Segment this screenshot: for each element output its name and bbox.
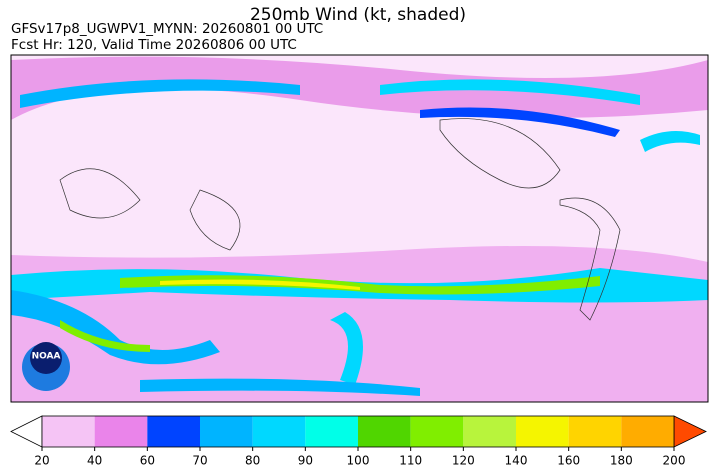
run-label: GFSv17p8_UGWPV1_MYNN: 20260801 00 UTC xyxy=(11,21,323,37)
logo-text: NOAA xyxy=(32,352,61,362)
colorbar-segment xyxy=(463,416,516,447)
colorbar-segment xyxy=(200,416,253,447)
colorbar-segment xyxy=(621,416,674,447)
colorbar-tick-label: 70 xyxy=(192,454,207,468)
colorbar-tick-label: 140 xyxy=(505,454,528,468)
colorbar-tick-label: 100 xyxy=(347,454,370,468)
colorbar-tick-label: 20 xyxy=(34,454,49,468)
colorbar-tick-label: 40 xyxy=(87,454,102,468)
colorbar-tick-label: 120 xyxy=(452,454,475,468)
colorbar-segment xyxy=(94,416,148,447)
colorbar-tick-label: 80 xyxy=(245,454,260,468)
colorbar-tick-label: 180 xyxy=(610,454,633,468)
colorbar-segment xyxy=(358,416,411,447)
colorbar-segment xyxy=(305,416,358,447)
colorbar-over xyxy=(673,415,707,448)
colorbar-segment xyxy=(516,416,569,447)
colorbar-segment xyxy=(410,416,464,447)
colorbar-tick-label: 60 xyxy=(140,454,155,468)
title: 250mb Wind (kt, shaded) xyxy=(250,5,466,25)
colorbar-under xyxy=(10,415,43,448)
valid-label: Fcst Hr: 120, Valid Time 20260806 00 UTC xyxy=(11,37,297,53)
colorbar-tick-label: 200 xyxy=(663,454,686,468)
map: NOAA xyxy=(10,54,709,403)
colorbar-segment xyxy=(568,416,622,447)
colorbar-tick-label: 160 xyxy=(557,454,580,468)
colorbar-tick-label: 90 xyxy=(298,454,313,468)
colorbar-segment xyxy=(42,416,95,447)
colorbar-tick-label: 110 xyxy=(399,454,422,468)
colorbar-segment xyxy=(252,416,306,447)
colorbar-segment xyxy=(147,416,200,447)
